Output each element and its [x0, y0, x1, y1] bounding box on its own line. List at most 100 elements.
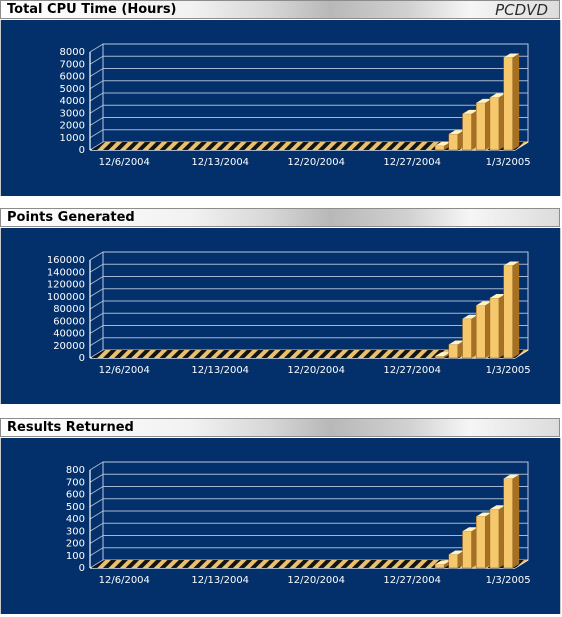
gridline-left-wall [89, 104, 104, 114]
gridline-left-wall [89, 461, 104, 471]
y-grid-group: 4000 [60, 92, 528, 107]
bar [489, 93, 506, 151]
x-tick-label: 12/27/2004 [383, 157, 441, 168]
y-tick-label: 8000 [60, 47, 85, 58]
y-grid-group: 160000 [47, 251, 528, 266]
y-grid-group: 1000 [60, 129, 528, 144]
bar [503, 261, 520, 359]
gridline-left-wall [89, 547, 104, 557]
gridline-left-wall [89, 535, 104, 544]
y-tick-label: 4000 [60, 96, 85, 107]
gridline-left-wall [89, 337, 104, 347]
x-tick-label: 12/6/2004 [99, 157, 150, 168]
bar-side [512, 261, 520, 358]
y-tick-label: 120000 [47, 280, 85, 291]
y-grid-group: 120000 [47, 276, 528, 291]
bar-top [476, 301, 492, 306]
zero-baseline-stripe [91, 142, 528, 150]
cpu-time-chart-area: 0 1000 2000 3000 4000 5000 6000 7000 8000 12/6/20… [0, 20, 561, 196]
results-returned-chart-area: 0 100 200 300 400 500 600 700 800 12/6/2004 12/13/… [0, 438, 561, 614]
y-tick-label: 800 [66, 465, 85, 476]
x-tick-label: 12/6/2004 [99, 365, 150, 376]
zero-baseline-stripe [91, 560, 528, 568]
bar-front [448, 554, 459, 569]
y-tick-label: 20000 [53, 341, 85, 352]
bar-front [434, 145, 445, 151]
y-tick-label: 0 [79, 145, 85, 156]
y-tick-label: 400 [66, 514, 85, 525]
points-generated-chart-area: 0 20000 40000 60000 80000 100000 120000 140000 1… [0, 228, 561, 404]
bar-front [503, 265, 513, 359]
gridline-left-wall [89, 486, 104, 495]
bar [503, 53, 520, 151]
bar-side [512, 53, 520, 151]
y-tick-label: 6000 [60, 72, 85, 83]
y-tick-label: 60000 [53, 316, 85, 327]
gridline-left-wall [89, 251, 104, 261]
y-grid-group: 100 [66, 547, 528, 562]
y-grid-group: 100000 [47, 288, 528, 303]
bar [462, 527, 479, 569]
y-grid-group: 5000 [60, 80, 528, 95]
bars-group [434, 53, 520, 151]
y-grid-group: 400 [66, 510, 528, 525]
x-tick-label: 12/27/2004 [383, 365, 441, 376]
y-grid-group: 500 [66, 498, 528, 513]
y-tick-label: 80000 [53, 304, 85, 315]
bar-side [512, 474, 520, 568]
gridline-left-wall [89, 141, 104, 151]
bar-front [448, 344, 459, 359]
bars-group [434, 474, 520, 569]
gridline-left-wall [89, 276, 104, 285]
y-grid-group: 3000 [60, 104, 528, 119]
gridline-left-wall [89, 300, 104, 310]
y-grid-group: 200 [66, 535, 528, 550]
y-tick-label: 0 [79, 353, 85, 364]
y-grid-group: 800 [66, 461, 528, 476]
y-grid-group: 700 [66, 473, 528, 488]
bar-top [462, 314, 479, 319]
results-returned-title: Results Returned [7, 420, 134, 435]
y-grid-group: 7000 [60, 55, 528, 70]
x-tick-label: 12/13/2004 [191, 157, 249, 168]
y-tick-label: 3000 [60, 108, 85, 119]
bar-front [489, 297, 500, 359]
zero-baseline-stripe [91, 350, 528, 358]
bar-top [503, 261, 520, 266]
y-tick-label: 160000 [47, 255, 85, 266]
bar-front [489, 97, 500, 151]
bar [462, 109, 479, 151]
x-tick-label: 12/20/2004 [287, 157, 345, 168]
gridline-left-wall [89, 473, 104, 483]
bar-top [489, 293, 506, 298]
gridline-left-wall [89, 510, 104, 520]
bar [475, 301, 492, 359]
gridline-left-wall [89, 312, 104, 322]
bar [448, 550, 465, 569]
y-tick-label: 100000 [47, 292, 85, 303]
gridline-left-wall [89, 55, 104, 65]
y-grid-group: 20000 [53, 337, 528, 352]
x-tick-label: 1/3/2005 [486, 157, 531, 168]
bars-group [434, 261, 520, 359]
y-grid-group: 2000 [60, 117, 528, 132]
y-tick-label: 200 [66, 539, 85, 550]
y-tick-label: 300 [66, 526, 85, 537]
bar-front [475, 516, 486, 569]
gridline-left-wall [89, 129, 104, 139]
bar-top [435, 352, 451, 357]
x-tick-label: 12/13/2004 [191, 575, 249, 586]
bar-top [462, 527, 479, 532]
bar-top [489, 93, 506, 98]
y-tick-label: 100 [66, 551, 85, 562]
y-tick-label: 700 [66, 477, 85, 488]
results-returned-header: Results Returned [0, 418, 560, 437]
bar-top [448, 340, 465, 345]
pcdvd-brand: PCDVD [495, 1, 548, 19]
y-tick-label: 140000 [47, 267, 85, 278]
y-grid-group: 300 [66, 522, 528, 537]
y-tick-label: 600 [66, 490, 85, 501]
bar-front [475, 305, 486, 359]
bar [489, 293, 506, 359]
cpu-time-title: Total CPU Time (Hours) [7, 2, 177, 17]
